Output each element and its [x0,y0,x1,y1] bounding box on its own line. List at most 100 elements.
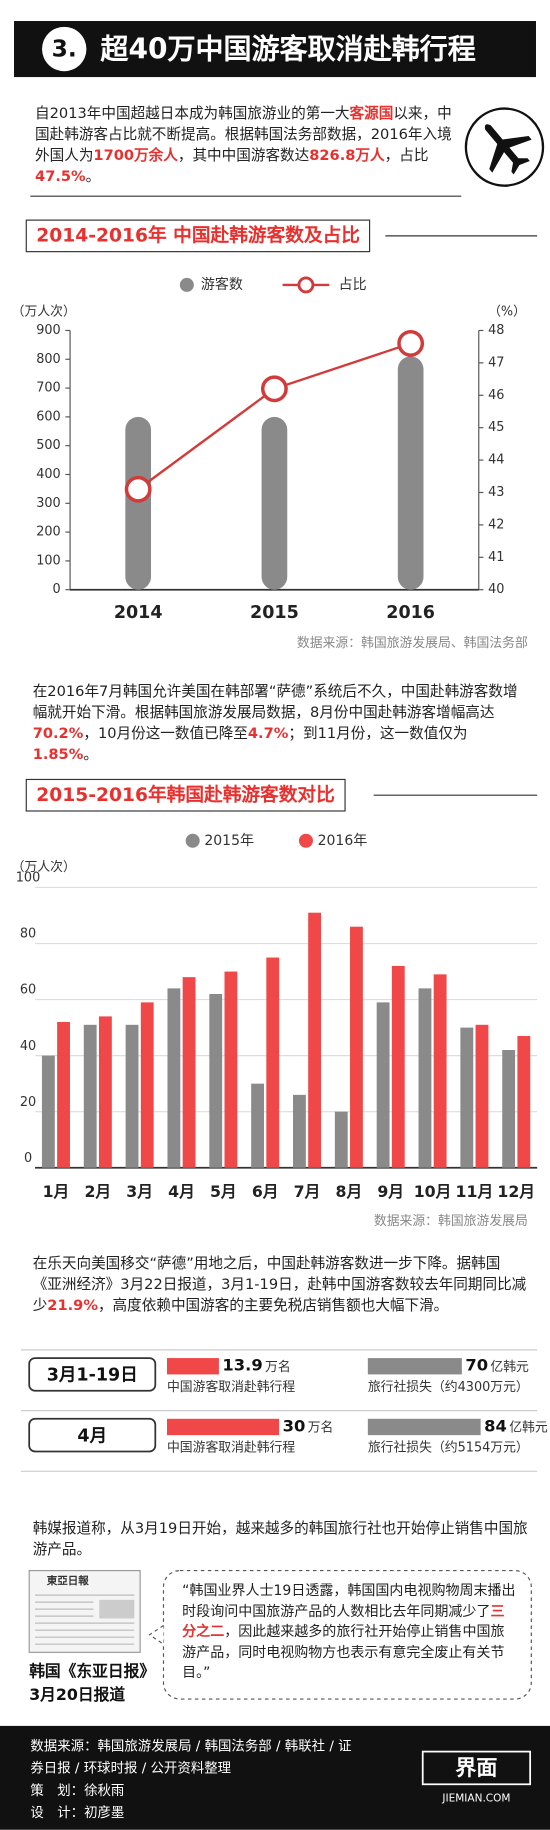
text-run: 。 [83,745,98,763]
x-tick-label: 9月 [377,1182,404,1201]
y2-tick-label: 42 [488,517,504,532]
x-tick-label: 7月 [294,1182,321,1201]
bar [460,1027,474,1168]
chart-title: 2014-2016年 中国赴韩游客数及占比 [25,219,371,253]
x-tick-label: 3月 [126,1182,153,1201]
bar [367,1358,462,1375]
legend-marker [298,833,313,848]
header-title: 超40万中国游客取消赴韩行程 [100,32,476,66]
x-tick-label: 5月 [210,1182,237,1201]
newspaper-caption: 韩国《东亚日报》 [29,1662,155,1681]
row-label: 中国游客取消赴韩行程 [167,1439,295,1455]
bar [433,974,447,1168]
footer-bar [0,1725,550,1830]
bar [376,1002,390,1168]
y-tick-label: 200 [36,525,60,540]
quote-tail [148,1624,164,1645]
text-run: ；到11月份，这一数值仅为 [288,723,468,742]
y2-tick-label: 41 [488,550,504,565]
x-tick-label: 1月 [43,1182,70,1201]
y-tick-label: 40 [20,1039,36,1054]
y-axis-label: （万人次） [12,304,76,319]
bar [41,1055,55,1168]
bar [418,988,432,1168]
text-run: ，占比 [384,145,429,164]
bar [293,1094,306,1168]
unit-label: 亿韩元 [490,1360,529,1375]
text-run: 826.8万人 [309,145,385,164]
newspaper-masthead: 東亞日報 [47,1574,89,1587]
row-label: 中国游客取消赴韩行程 [167,1379,295,1395]
y-tick-label: 300 [36,496,60,511]
y-axis-label: （万人次） [12,860,76,875]
quote-text: “韩国业界人士19日透露，韩国国内电视购物周末播出时段询问中国旅游产品的人数相比… [182,1581,516,1683]
text-run: “韩国业界人士19日透露，韩国国内电视购物周末播出时段询问中国旅游产品的人数相比… [182,1582,516,1620]
y2-tick-label: 43 [488,485,504,500]
paragraph: 韩媒报道称，从3月19日开始，越来越多的韩国旅行社也开始停止销售中国旅游产品。 [33,1518,529,1560]
text-run: ，10月份这一数值已降至 [83,723,248,742]
bar [83,1024,97,1168]
bar [251,1083,265,1168]
y-tick-label: 500 [36,438,60,453]
y-tick-label: 20 [20,1095,36,1110]
y-tick-label: 700 [36,381,60,396]
bar [397,356,424,590]
text-run: 在乐天向美国移交“萨德”用地之后，中国赴韩游客数进一步下降。据韩国《亚洲经济》3… [32,1254,527,1314]
legend-label: 2015年 [204,833,254,849]
legend-marker [179,277,194,292]
y-tick-label: 80 [20,927,36,942]
y2-tick-label: 45 [488,420,504,435]
legend-label: 2016年 [318,833,368,849]
text-run: ，高度依赖中国游客的主要免税店销售额也大幅下滑。 [97,1296,449,1314]
text-run: 21.9% [47,1296,98,1314]
logo: 界面 [455,1755,497,1780]
unit-label: 万名 [308,1420,334,1436]
text-run: 4.7% [247,723,289,742]
x-tick-label: 12月 [497,1182,535,1201]
x-tick-label: 2月 [84,1182,111,1201]
text-run: 70.2% [32,723,84,742]
bar [334,1111,348,1168]
bar [475,1024,489,1168]
y2-axis-label: （%） [488,304,526,319]
value-label: 84 [484,1416,507,1435]
point [397,330,425,357]
logo-frame [421,1750,532,1786]
y-tick-label: 0 [53,582,61,597]
text-run: 自2013年中国超越日本成为韩国旅游业的第一大 [35,103,350,122]
logo-url: JIEMIAN.COM [441,1792,510,1804]
y-tick-label: 600 [36,409,60,424]
source: 数据来源：韩国旅游发展局 [374,1213,528,1229]
y-tick-label: 100 [36,553,60,568]
text-run: 以来，中国赴韩游客占比就不断提高。根据韩国法务部数据，2016年入境外国人为 [35,103,452,164]
bar [350,926,363,1168]
bar [98,1016,112,1168]
text-run: 。 [85,166,101,185]
value-label: 30 [283,1416,306,1435]
bar [266,957,280,1168]
x-tick-label: 11月 [456,1182,494,1201]
x-tick-label: 2014 [114,603,163,623]
y-tick-label: 400 [36,467,60,482]
bar [167,988,181,1168]
footer-planner: 策 划：徐秋雨 [30,1781,125,1799]
legend-marker [297,276,315,294]
header-number: 3. [52,35,77,63]
bar [140,1002,154,1168]
legend-label: 游客数 [201,276,243,293]
unit-label: 亿韩元 [509,1421,548,1436]
x-tick-label: 8月 [335,1182,362,1201]
text-run: ，其中中国游客数达 [177,145,310,164]
period: 4月 [77,1426,107,1446]
x-tick-label: 4月 [168,1182,195,1201]
y-tick-label: 100 [16,871,41,886]
period-box [28,1357,157,1392]
footer-sources: 数据来源：韩国旅游发展局 / 韩国法务部 / 韩联社 / 证券日报 / 环球时报… [30,1737,352,1777]
value-label: 13.9 [222,1356,262,1375]
legend-marker [185,833,200,848]
row-label: 旅行社损失（约4300万元） [368,1379,529,1395]
legend-label: 占比 [339,277,367,293]
